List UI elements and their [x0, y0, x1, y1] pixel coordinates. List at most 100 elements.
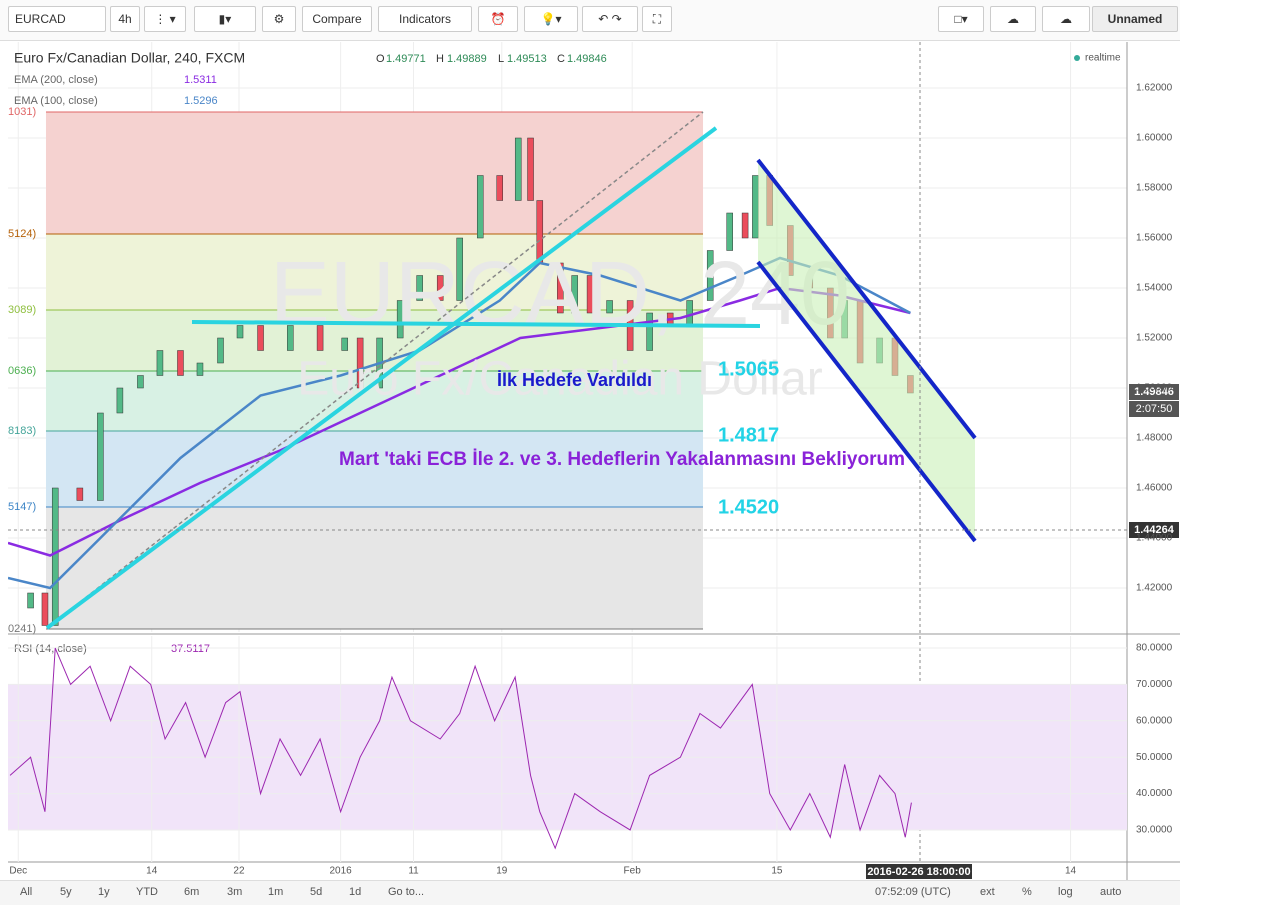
y-tick-label: 1.54000 [1136, 283, 1173, 294]
y-tick-label: 1.52000 [1136, 333, 1173, 344]
candle [116, 387, 124, 414]
fib-label: 8183) [8, 425, 36, 437]
compare-button[interactable]: Compare [302, 6, 372, 32]
annotation: 1.4817 [718, 424, 779, 446]
option-button[interactable]: auto [1100, 886, 1122, 898]
range-button[interactable]: 5d [310, 886, 323, 898]
ohlc: O [376, 53, 385, 65]
color-picker[interactable]: □▾ [938, 6, 984, 32]
cloud-save[interactable]: ☁ [1042, 6, 1090, 32]
toolbar: EURCAD 4h ⋮ ▾ ▮▾ ⚙ Compare Indicators ⏰ … [0, 0, 1180, 41]
legend-rsi: RSI (14, close) [14, 643, 87, 655]
annotation: Mart 'taki ECB İle 2. ve 3. Hedeflerin Y… [339, 449, 905, 470]
candle [571, 275, 578, 314]
series-line [9, 647, 912, 850]
legend-ema200: EMA (200, close) [14, 74, 98, 86]
ohlc: 1.49513 [507, 53, 547, 65]
x-tick-label: 11 [408, 866, 419, 877]
y-tick-label: 80.0000 [1136, 643, 1173, 654]
legend-rsi-value: 37.5117 [171, 643, 210, 655]
y-tick-label: 40.0000 [1136, 788, 1173, 799]
range-button[interactable]: 1m [268, 886, 284, 898]
legend-title: Euro Fx/Canadian Dollar, 240, FXCM [14, 50, 245, 66]
drawings [45, 111, 977, 630]
symbol-input[interactable]: EURCAD [8, 6, 106, 32]
indicators-button[interactable]: Indicators [378, 6, 472, 32]
interval[interactable]: 4h [110, 6, 140, 32]
candle [41, 592, 49, 626]
ohlc: C [557, 53, 565, 65]
legend-ema200-value: 1.5311 [184, 74, 217, 86]
y-tick-label: 30.0000 [1136, 825, 1173, 836]
candle [27, 592, 34, 609]
range-button[interactable]: YTD [136, 886, 158, 898]
fib-trend-line [46, 111, 704, 629]
x-tick-label: 2016 [329, 866, 352, 877]
ohlc: 1.49889 [447, 53, 487, 65]
candle [436, 275, 444, 301]
candle [456, 237, 463, 301]
candle [316, 325, 324, 351]
alert[interactable]: ⏰ [478, 6, 518, 32]
candle [646, 312, 653, 351]
candle [557, 262, 564, 314]
chart: EURCAD, 240 Euro Fx/Canadian Dollar İlk … [8, 42, 1180, 880]
realtime: realtime [1085, 53, 1121, 64]
range-button[interactable]: 1d [349, 886, 362, 898]
fib-label: 0636) [8, 365, 36, 377]
x-tick-label: 19 [496, 866, 508, 877]
range-button[interactable]: 6m [184, 886, 200, 898]
cloud-load[interactable]: ☁ [990, 6, 1036, 32]
candle [496, 175, 503, 201]
candle [527, 137, 534, 201]
series-line [8, 286, 911, 557]
x-tick-label: 14 [1065, 866, 1077, 877]
fib-zone [45, 431, 704, 507]
fib-label: 5147) [8, 501, 36, 513]
channel-line [756, 158, 977, 440]
range-button[interactable]: 3m [227, 886, 243, 898]
support-line [191, 320, 761, 328]
candle [177, 350, 184, 376]
fib-zone [45, 234, 704, 310]
settings[interactable]: ⚙ [262, 6, 296, 32]
fib-label: 3089) [8, 304, 36, 316]
range-button[interactable]: 5y [60, 886, 72, 898]
x-tick-label: 15 [771, 866, 783, 877]
y-tick-label: 1.60000 [1136, 133, 1173, 144]
fib-zone [45, 310, 704, 371]
option-button[interactable]: log [1058, 886, 1073, 898]
realtime-dot [1074, 55, 1080, 61]
y-tick-label: 1.44000 [1136, 533, 1173, 544]
candle [287, 325, 294, 351]
channel-line [756, 260, 977, 543]
goto-button[interactable]: Go to... [388, 886, 425, 898]
y-tick-label: 1.42000 [1136, 583, 1173, 594]
annotation: İlk Hedefe Vardıldı [497, 370, 652, 390]
y-tick-label: 1.48000 [1136, 433, 1173, 444]
ohlc: L [498, 53, 504, 65]
crosshair-time-box [866, 864, 972, 879]
option-button[interactable]: % [1022, 886, 1032, 898]
candle [396, 300, 404, 339]
chart-type[interactable]: ▮▾ [194, 6, 256, 32]
ohlc: 1.49846 [567, 53, 607, 65]
candle [137, 375, 144, 389]
interval-menu[interactable]: ⋮ ▾ [144, 6, 186, 32]
layout-name[interactable]: Unnamed [1092, 6, 1178, 32]
clock: 07:52:09 (UTC) [875, 886, 951, 898]
undo-redo[interactable]: ↶ ↷ [582, 6, 638, 32]
fullscreen[interactable]: ⛶ [642, 6, 672, 32]
fib-zone [45, 507, 704, 629]
countdown: 2:07:50 [1136, 403, 1173, 415]
ideas[interactable]: 💡▾ [524, 6, 578, 32]
option-button[interactable]: ext [980, 886, 995, 898]
candle [416, 275, 423, 301]
x-tick-label: Feb [624, 866, 642, 877]
range-button[interactable]: 1y [98, 886, 110, 898]
candle [726, 212, 733, 251]
fib-label: 1031) [8, 106, 36, 118]
range-button[interactable]: All [20, 886, 33, 898]
candle [476, 175, 484, 239]
candle [97, 412, 104, 501]
